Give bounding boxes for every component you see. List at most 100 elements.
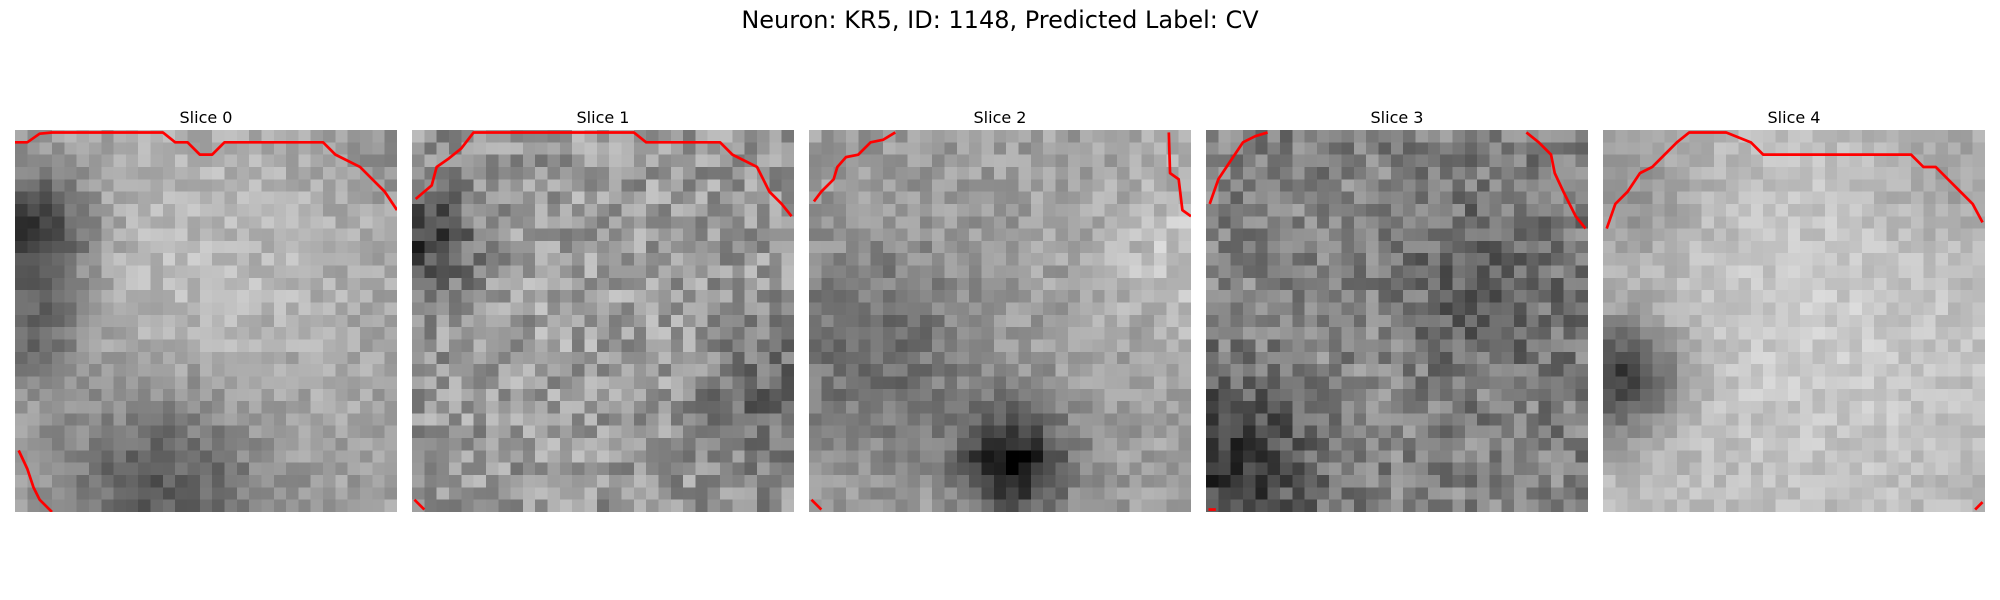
- pixel: [1477, 191, 1490, 205]
- pixel: [993, 130, 1007, 143]
- pixel: [1178, 142, 1191, 155]
- pixel: [993, 228, 1007, 242]
- pixel: [372, 327, 385, 340]
- pixel: [670, 475, 684, 488]
- pixel: [1849, 376, 1863, 390]
- pixel: [769, 351, 782, 365]
- pixel: [833, 327, 847, 340]
- pixel: [882, 327, 896, 340]
- pixel: [596, 499, 610, 512]
- pixel: [310, 130, 324, 143]
- pixel: [1353, 450, 1367, 463]
- pixel: [101, 166, 114, 180]
- pixel: [744, 339, 758, 353]
- pixel: [1861, 166, 1875, 180]
- pixel: [1526, 450, 1539, 463]
- pixel: [1750, 302, 1764, 316]
- pixel: [809, 462, 822, 476]
- pixel: [1206, 351, 1219, 365]
- pixel: [1255, 290, 1268, 303]
- pixel: [175, 438, 188, 451]
- pixel: [1166, 462, 1179, 476]
- pixel: [249, 401, 262, 414]
- pixel: [372, 475, 385, 488]
- pixel: [224, 191, 238, 205]
- pixel: [858, 339, 871, 353]
- pixel: [621, 351, 635, 365]
- pixel: [609, 475, 622, 488]
- pixel: [1837, 191, 1850, 205]
- pixel: [372, 240, 385, 254]
- pixel: [1948, 499, 1961, 512]
- pixel: [720, 179, 733, 192]
- pixel: [769, 413, 782, 426]
- pixel: [1575, 339, 1588, 353]
- pixel: [412, 216, 425, 229]
- pixel: [448, 154, 462, 168]
- pixel: [882, 314, 896, 328]
- pixel: [1255, 302, 1268, 316]
- pixel: [1874, 154, 1887, 168]
- pixel: [1689, 179, 1702, 192]
- pixel: [1676, 265, 1690, 279]
- pixel: [944, 388, 958, 402]
- pixel: [695, 327, 708, 340]
- pixel: [1538, 327, 1552, 340]
- pixel: [646, 413, 659, 426]
- pixel: [584, 499, 598, 512]
- pixel: [1526, 191, 1539, 205]
- pixel: [1713, 401, 1727, 414]
- pixel: [919, 425, 933, 439]
- pixel: [993, 388, 1007, 402]
- pixel: [1874, 191, 1887, 205]
- pixel: [1812, 203, 1826, 217]
- pixel: [101, 265, 114, 279]
- pixel: [1960, 450, 1973, 463]
- pixel: [757, 351, 770, 365]
- pixel: [1615, 302, 1628, 316]
- pixel: [1030, 314, 1044, 328]
- pixel: [1800, 265, 1813, 279]
- pixel: [821, 475, 834, 488]
- slice-panel-3: Slice 3: [1206, 108, 1588, 512]
- pixel: [1689, 339, 1702, 353]
- pixel: [298, 179, 311, 192]
- pixel: [1304, 425, 1318, 439]
- pixel: [907, 425, 921, 439]
- pixel: [596, 487, 610, 500]
- pixel: [1874, 376, 1887, 390]
- pixel: [969, 475, 982, 488]
- pixel: [707, 499, 721, 512]
- pixel: [1960, 302, 1973, 316]
- pixel: [1701, 401, 1715, 414]
- pixel: [707, 253, 721, 266]
- pixel: [436, 327, 450, 340]
- pixel: [1267, 240, 1281, 254]
- pixel: [1055, 203, 1069, 217]
- pixel: [522, 154, 536, 168]
- pixel: [956, 277, 970, 291]
- pixel: [384, 290, 397, 303]
- pixel: [27, 154, 40, 168]
- pixel: [1117, 413, 1130, 426]
- pixel: [572, 228, 585, 242]
- pixel: [448, 277, 462, 291]
- pixel: [1117, 265, 1130, 279]
- pixel: [633, 290, 647, 303]
- pixel: [1304, 327, 1318, 340]
- pixel: [436, 351, 450, 365]
- pixel: [932, 228, 945, 242]
- pixel: [769, 130, 782, 143]
- pixel: [298, 154, 311, 168]
- pixel: [1738, 425, 1752, 439]
- pixel: [572, 364, 585, 377]
- pixel: [1738, 351, 1752, 365]
- pixel: [1787, 166, 1801, 180]
- pixel: [535, 277, 548, 291]
- pixel: [658, 376, 672, 390]
- pixel: [1489, 154, 1502, 168]
- pixel: [1304, 203, 1318, 217]
- pixel: [1440, 438, 1453, 451]
- pixel: [1874, 327, 1887, 340]
- pixel: [286, 438, 299, 451]
